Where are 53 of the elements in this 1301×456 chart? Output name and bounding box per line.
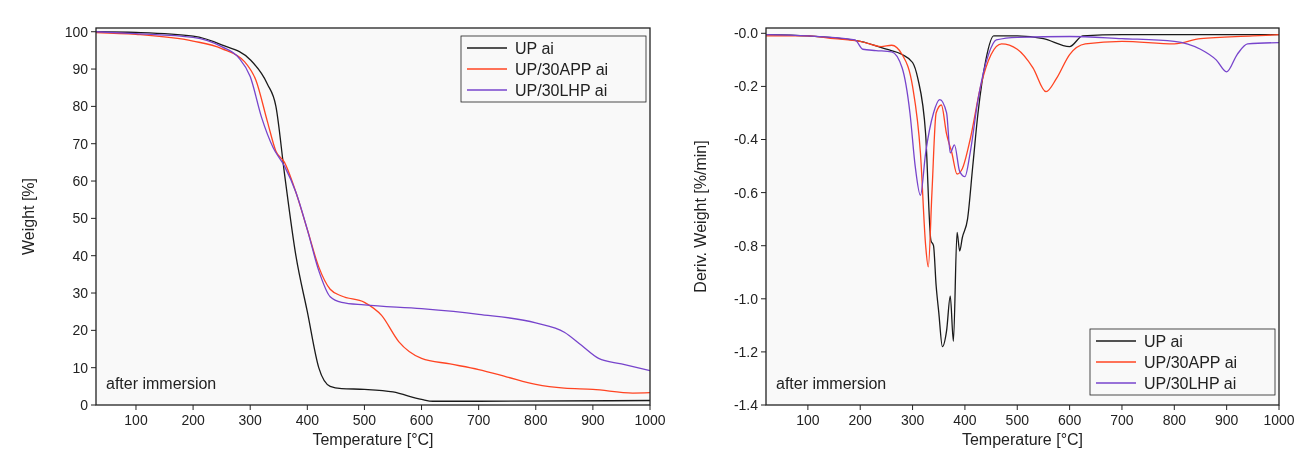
x-tick-label: 1000 <box>1263 412 1295 428</box>
y-tick-label: 20 <box>72 322 89 339</box>
y-tick-label: -0.2 <box>733 78 759 95</box>
legend-label: UP/30LHP ai <box>1144 374 1237 392</box>
y-tick-label: -1.2 <box>733 343 759 360</box>
y-tick-label: 40 <box>72 247 89 264</box>
x-tick-label: 500 <box>1005 412 1030 428</box>
y-tick-label: 0 <box>80 396 89 413</box>
x-tick-label: 200 <box>848 412 873 428</box>
x-axis-title: Temperature [°C] <box>961 431 1084 448</box>
y-tick-label: -1.0 <box>733 290 759 307</box>
y-tick-label: -0.8 <box>733 237 759 254</box>
x-tick-label: 700 <box>466 412 491 428</box>
annotation: after immersion <box>776 375 887 392</box>
y-tick-label: 80 <box>72 98 89 115</box>
line-series <box>765 33 1280 196</box>
x-tick-label: 900 <box>581 412 605 428</box>
legend-label: UP/30APP ai <box>1144 353 1238 371</box>
y-tick-label: -0.6 <box>733 184 759 201</box>
y-tick-label: 90 <box>72 60 89 77</box>
x-tick-label: 400 <box>295 412 320 428</box>
x-tick-label: 800 <box>524 412 548 428</box>
y-tick-label: 10 <box>72 359 89 376</box>
x-axis-title: Temperature [°C] <box>312 431 434 448</box>
annotation: after immersion <box>106 375 217 392</box>
x-tick-label: 100 <box>124 412 148 428</box>
x-tick-label: 900 <box>1214 412 1239 428</box>
y-tick-label: -0.4 <box>733 131 759 148</box>
y-axis-title: Deriv. Weight [%/min] <box>692 140 709 293</box>
x-tick-label: 100 <box>796 412 820 428</box>
x-tick-label: 600 <box>409 412 434 428</box>
x-tick-label: 300 <box>900 412 925 428</box>
legend-label: UP/30LHP ai <box>515 81 608 99</box>
x-tick-label: 1000 <box>634 412 666 428</box>
y-tick-label: 70 <box>72 135 89 152</box>
legend-label: UP ai <box>1144 332 1183 350</box>
x-tick-label: 600 <box>1057 412 1082 428</box>
x-tick-label: 200 <box>181 412 205 428</box>
y-tick-label: -0.0 <box>733 25 759 42</box>
x-tick-label: 800 <box>1162 412 1187 428</box>
legend-label: UP/30APP ai <box>515 60 609 78</box>
y-tick-label: 50 <box>72 210 89 227</box>
y-tick-label: -1.4 <box>733 396 759 413</box>
y-axis-title: Weight [%] <box>20 177 37 256</box>
x-tick-label: 700 <box>1110 412 1134 428</box>
line-series <box>765 33 1280 268</box>
x-tick-label: 300 <box>238 412 263 428</box>
x-tick-label: 400 <box>953 412 977 428</box>
x-tick-label: 500 <box>352 412 377 428</box>
y-tick-label: 30 <box>72 284 89 301</box>
y-tick-label: 100 <box>64 23 89 40</box>
y-tick-label: 60 <box>72 172 89 189</box>
legend-label: UP ai <box>515 39 554 57</box>
